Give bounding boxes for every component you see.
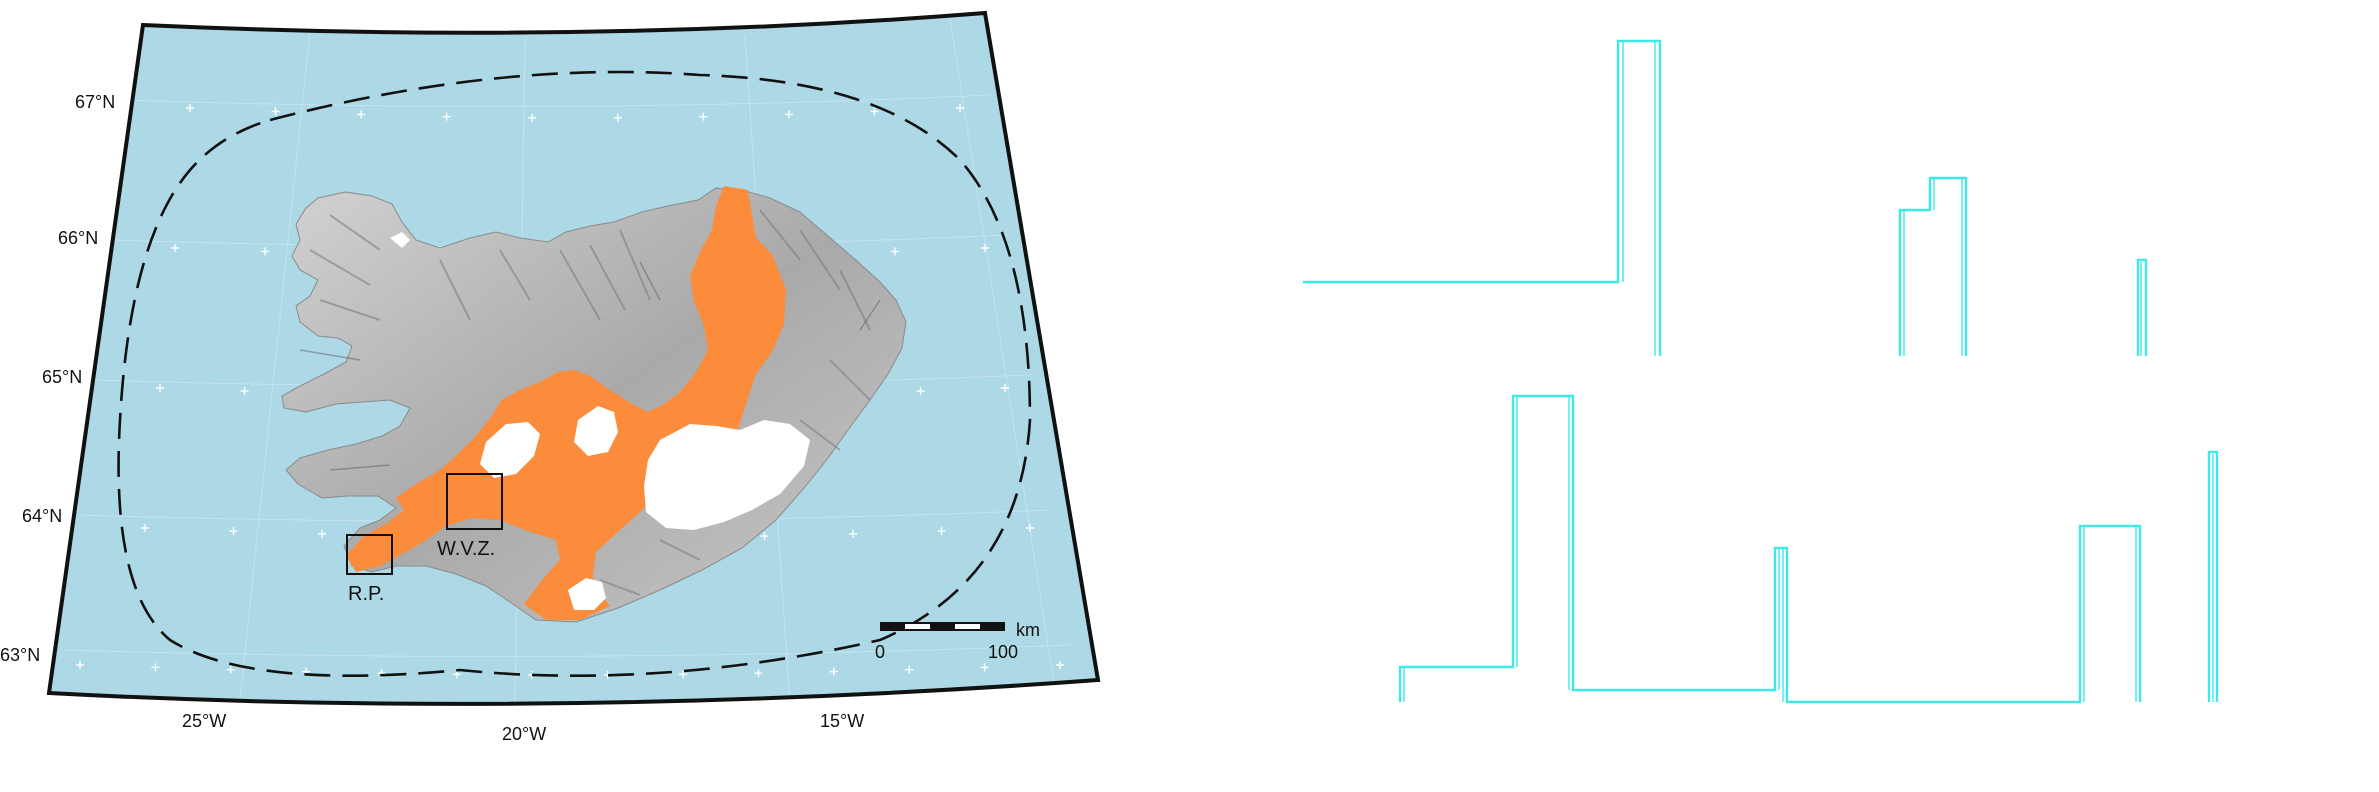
- scale-bar: 0 100 km: [875, 620, 1040, 662]
- grid-cross-marker: [151, 663, 160, 672]
- upper-trace-main: [1303, 39, 1662, 356]
- grid-cross-marker: [849, 529, 857, 538]
- grid-cross-marker: [679, 670, 688, 679]
- grid-cross-marker: [271, 107, 280, 116]
- grid-cross-marker: [76, 661, 84, 669]
- lon-label-25w: 25°W: [182, 711, 226, 731]
- grid-cross-marker: [784, 110, 793, 119]
- grid-cross-marker: [156, 384, 164, 392]
- grid-cross-marker: [318, 529, 326, 538]
- step-line-panel: [1303, 39, 2219, 704]
- grid-cross-marker: [980, 663, 989, 672]
- grid-cross-marker: [171, 244, 179, 252]
- grid-cross-marker: [1001, 384, 1009, 392]
- glacier-snaefell: [390, 232, 410, 248]
- grid-cross-marker: [452, 670, 461, 679]
- glacier-langjokull: [480, 422, 540, 478]
- grid-cross-marker: [613, 113, 622, 122]
- upper-trace-edge: [1622, 41, 1656, 356]
- scale-end-label: 100: [988, 642, 1018, 662]
- glacier-vatnajokull: [644, 420, 810, 530]
- grid-cross-marker: [829, 667, 838, 676]
- map-panel: R.P. W.V.Z. 0 100 km 67°N 66°N 65°N 64°N…: [0, 10, 1101, 744]
- lat-label-66: 66°N: [58, 228, 98, 248]
- lower-trace-right: [2207, 450, 2219, 702]
- wvz-label: W.V.Z.: [437, 538, 495, 560]
- upper-trace-mid: [1898, 176, 1968, 356]
- grid-cross-marker: [916, 387, 925, 396]
- lat-label-63: 63°N: [0, 645, 40, 665]
- lat-label-65: 65°N: [42, 367, 82, 387]
- grid-cross-marker: [186, 104, 194, 112]
- glacier-hofsjokull: [574, 406, 618, 456]
- rp-label: R.P.: [348, 583, 384, 605]
- grid-cross-marker: [141, 524, 149, 532]
- grid-cross-marker: [981, 244, 989, 252]
- grid-cross-marker: [956, 104, 964, 112]
- lat-label-64: 64°N: [22, 506, 62, 526]
- upper-trace-mid-edge: [1903, 178, 1963, 356]
- grid-cross-marker: [226, 665, 235, 674]
- scale-start-label: 0: [875, 642, 885, 662]
- longitude-labels: 25°W 20°W 15°W: [182, 711, 864, 744]
- scale-unit-label: km: [1016, 620, 1040, 640]
- volcanic-rift-zone: [346, 186, 786, 620]
- glaciers: [390, 232, 810, 610]
- lower-trace-main: [1398, 394, 2142, 704]
- latitude-labels: 67°N 66°N 65°N 64°N 63°N: [0, 92, 115, 665]
- grid-cross-marker: [891, 247, 899, 256]
- grid-cross-marker: [261, 247, 269, 256]
- upper-trace-right: [2136, 258, 2148, 356]
- glacier-myrdalsjokull: [568, 578, 606, 610]
- grid-cross-marker: [754, 669, 763, 678]
- grid-cross-marker: [937, 527, 946, 536]
- grid-cross-marker: [1056, 661, 1064, 669]
- grid-cross-marker: [905, 665, 914, 674]
- grid-cross-marker: [240, 387, 249, 396]
- grid-cross-marker: [357, 110, 366, 119]
- grid-cross-marker: [870, 107, 879, 116]
- map-frame: [46, 10, 1101, 706]
- lower-trace-edge: [1403, 396, 2137, 702]
- grid-cross-marker: [699, 112, 708, 121]
- wvz-study-box: [446, 473, 503, 530]
- grid-cross-marker: [442, 112, 451, 121]
- rp-study-box: [346, 534, 393, 575]
- grid-cross-marker: [760, 532, 769, 541]
- lon-label-20w: 20°W: [502, 724, 546, 744]
- boundary-dashed-line: [117, 70, 1032, 678]
- lat-label-67: 67°N: [75, 92, 115, 112]
- grid-cross-marker: [229, 527, 238, 536]
- grid-cross-marker: [528, 113, 537, 122]
- grid-cross-marker: [1026, 524, 1034, 532]
- lon-label-15w: 15°W: [820, 711, 864, 731]
